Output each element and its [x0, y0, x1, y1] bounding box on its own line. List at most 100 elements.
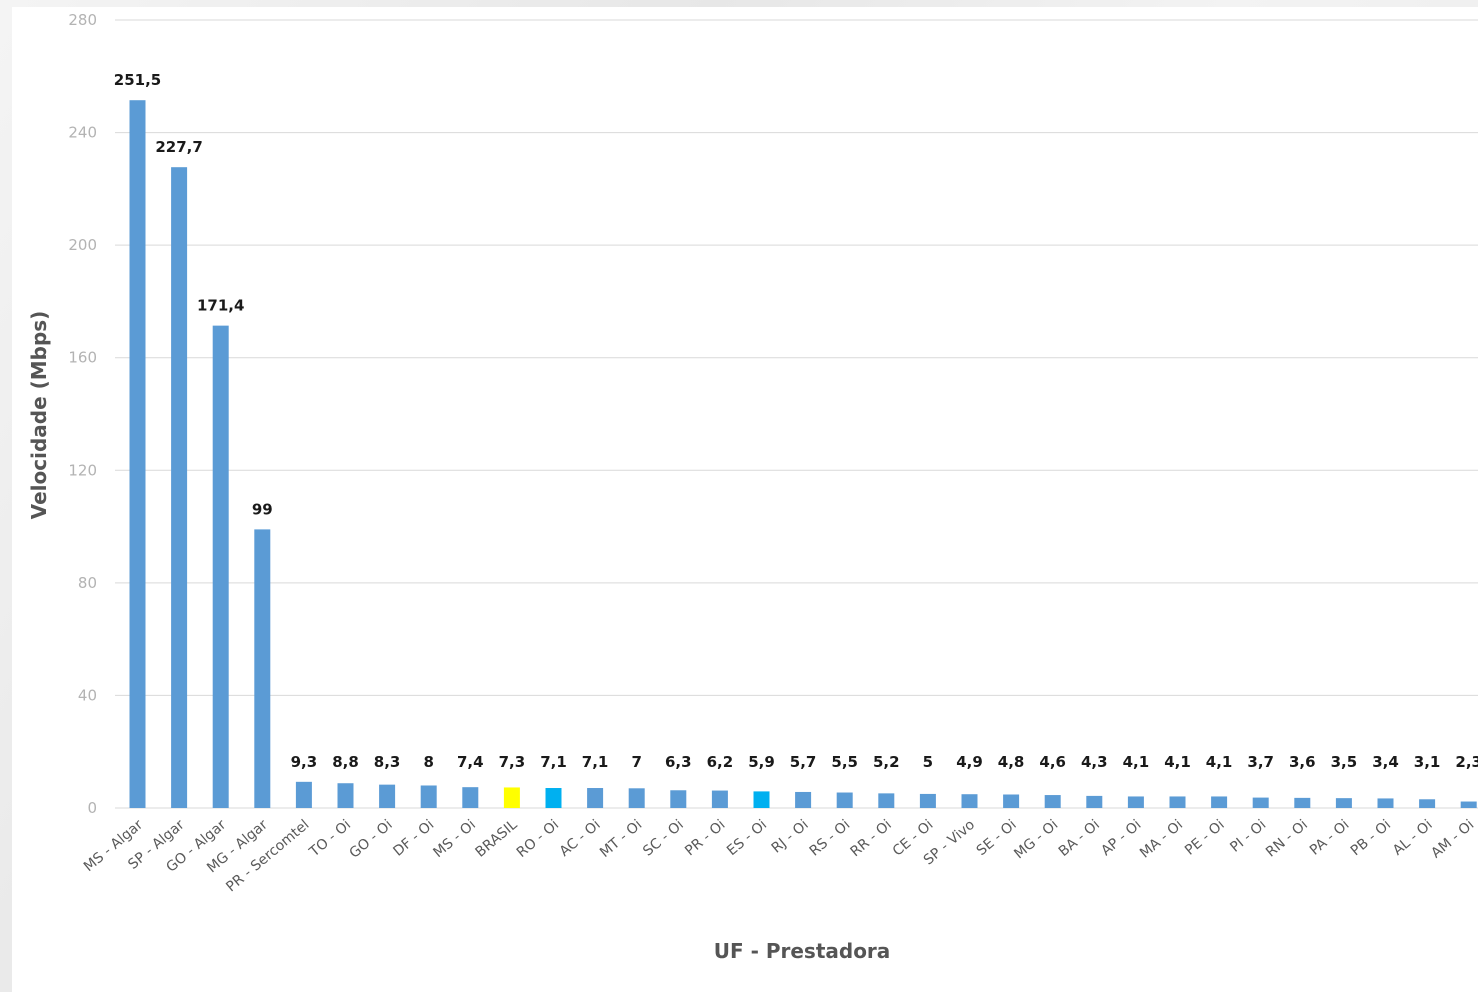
data-label: 3,1 [1414, 753, 1441, 771]
x-axis-title: UF - Prestadora [714, 939, 891, 963]
x-tick-label: AP - Oi [1098, 817, 1144, 859]
data-label: 2,3 [1455, 753, 1478, 771]
bar [1377, 798, 1394, 808]
bar [1252, 797, 1269, 808]
x-tick-label: TO - Oi [306, 817, 354, 861]
data-label: 5,2 [873, 753, 900, 771]
data-label: 251,5 [114, 71, 161, 89]
data-label: 4,9 [956, 753, 983, 771]
x-tick-label: PR - Oi [682, 817, 728, 859]
data-label: 9,3 [291, 753, 318, 771]
x-tick-label: AL - Oi [1390, 817, 1436, 859]
data-label: 4,8 [998, 753, 1025, 771]
bar [1003, 794, 1020, 808]
bar [337, 783, 354, 808]
value-labels: 251,5 227,7 171,4 99 9,3 8,8 8,3 8 7,4 7,3 7,1 7,1 7… [114, 71, 1478, 771]
bar [1335, 798, 1352, 808]
x-tick-label: SC - Oi [640, 817, 687, 860]
y-tick-label: 120 [68, 461, 97, 479]
bar [503, 787, 520, 808]
x-tick-label: BRASIL [473, 817, 521, 861]
x-tick-label: AC - Oi [557, 817, 604, 860]
bars [129, 100, 1477, 809]
x-tick-label: RO - Oi [514, 817, 562, 861]
x-tick-label: MT - Oi [597, 817, 645, 861]
data-label: 5,7 [790, 753, 817, 771]
bar [1419, 799, 1436, 808]
data-label: 5,5 [831, 753, 858, 771]
bar [670, 790, 687, 808]
data-label: 3,6 [1289, 753, 1316, 771]
x-tick-label: PB - Oi [1348, 817, 1394, 859]
x-tick-label: RJ - Oi [769, 817, 812, 857]
y-axis-title: Velocidade (Mbps) [27, 311, 51, 520]
bar [1294, 797, 1311, 808]
data-label: 4,1 [1123, 753, 1150, 771]
y-tick-label: 40 [78, 686, 97, 704]
data-label: 4,1 [1164, 753, 1191, 771]
data-label: 6,3 [665, 753, 692, 771]
data-label: 7,1 [540, 753, 567, 771]
data-label: 7,3 [499, 753, 526, 771]
bar [919, 793, 936, 808]
bar [711, 790, 728, 808]
data-label: 7,1 [582, 753, 609, 771]
y-tick-label: 0 [87, 799, 97, 817]
bar [1127, 796, 1144, 808]
bar [1460, 801, 1477, 808]
gridlines [115, 19, 1478, 809]
bar [545, 788, 562, 808]
x-tick-label: PI - Oi [1227, 817, 1269, 856]
bar [628, 788, 645, 808]
bar [795, 791, 812, 808]
x-tick-label: ES - Oi [724, 817, 770, 859]
x-tick-label: BA - Oi [1056, 817, 1103, 860]
bar [1086, 795, 1103, 808]
bar [1044, 795, 1061, 808]
y-tick-label: 200 [68, 236, 97, 254]
data-label: 7 [631, 753, 641, 771]
bar [1211, 796, 1228, 808]
bar [420, 785, 437, 808]
x-tick-label: RN - Oi [1263, 817, 1311, 861]
x-tick-label: GO - Oi [347, 817, 396, 862]
bar [961, 794, 978, 808]
data-label: 5 [923, 753, 933, 771]
bar [129, 100, 146, 808]
data-label: 7,4 [457, 753, 484, 771]
data-label: 4,6 [1039, 753, 1066, 771]
data-label: 3,5 [1331, 753, 1358, 771]
x-tick-label: PA - Oi [1307, 817, 1353, 859]
bar [753, 791, 770, 808]
data-label: 4,3 [1081, 753, 1108, 771]
y-tick-label: 160 [68, 349, 97, 367]
x-tick-label: AM - Oi [1428, 817, 1477, 862]
y-axis-ticks: 0 40 80 120 160 200 240 280 [68, 11, 97, 817]
x-tick-label: PE - Oi [1182, 817, 1228, 859]
bar [212, 325, 229, 808]
bar [295, 781, 312, 808]
data-label: 4,1 [1206, 753, 1233, 771]
data-label: 227,7 [155, 138, 202, 156]
data-label: 3,4 [1372, 753, 1399, 771]
data-label: 99 [252, 500, 273, 518]
bar [254, 529, 271, 808]
bar [379, 784, 396, 808]
bar [836, 792, 853, 808]
data-label: 6,2 [707, 753, 734, 771]
bar [1169, 796, 1186, 808]
data-label: 3,7 [1247, 753, 1274, 771]
x-tick-label: MS - Oi [430, 817, 478, 861]
bar [587, 788, 604, 808]
y-tick-label: 80 [78, 574, 97, 592]
data-label: 5,9 [748, 753, 775, 771]
x-tick-label: DF - Oi [390, 817, 437, 860]
data-label: 171,4 [197, 297, 244, 315]
x-tick-label: RR - Oi [848, 817, 895, 860]
chart-background [12, 7, 1478, 992]
bar [171, 167, 188, 809]
x-tick-label: MA - Oi [1137, 817, 1186, 862]
